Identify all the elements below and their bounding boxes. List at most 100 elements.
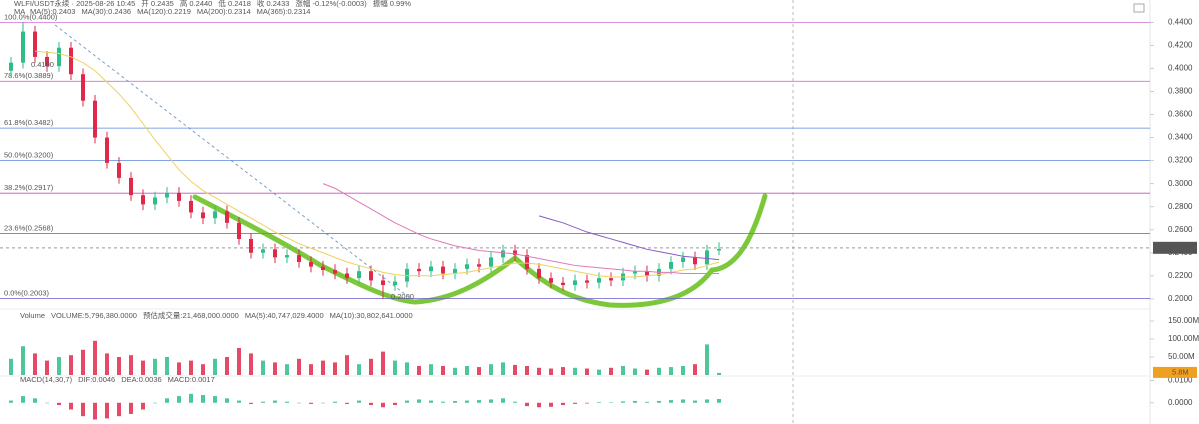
bar: [261, 401, 265, 403]
bar: [645, 401, 649, 403]
bar: [465, 400, 469, 403]
bar: [105, 402, 109, 419]
bar: [9, 400, 13, 403]
candle-body: [501, 250, 505, 258]
bar: [693, 364, 697, 375]
bar: [189, 360, 193, 375]
bar: [93, 402, 97, 420]
candle-body: [513, 250, 517, 256]
pane-stat: MA(5):40,747,029.4000: [245, 311, 324, 320]
volume-tag-label: 5.8M: [1172, 367, 1189, 376]
candle-body: [681, 257, 685, 262]
y-tick-label: 0.2000: [1168, 294, 1193, 303]
pane-stat: VOLUME:5,796,380.0000: [51, 311, 137, 320]
bar: [81, 349, 85, 375]
y-tick-label: 0.0100: [1168, 376, 1193, 385]
bar: [309, 402, 313, 404]
bar: [597, 402, 601, 403]
bar: [321, 402, 325, 404]
bar: [489, 364, 493, 375]
bar: [633, 401, 637, 403]
bar: [297, 358, 301, 375]
bar: [669, 367, 673, 375]
bar: [633, 368, 637, 375]
candle-body: [669, 261, 673, 269]
bar: [597, 369, 601, 375]
price-tag: [1153, 241, 1197, 254]
bar: [693, 400, 697, 403]
candle-body: [609, 278, 613, 281]
y-tick-label: 0.3800: [1168, 87, 1193, 96]
y-tick-label: 0.4000: [1168, 64, 1193, 73]
bar: [201, 394, 205, 403]
bar: [537, 367, 541, 375]
bar: [717, 372, 721, 375]
bar: [621, 401, 625, 403]
bar: [621, 366, 625, 375]
candle-body: [717, 248, 721, 251]
bar: [501, 398, 505, 403]
candle-body: [225, 211, 229, 223]
bar: [525, 366, 529, 375]
bar: [177, 396, 181, 403]
price-annotation: 0.2000: [391, 292, 414, 301]
candle-body: [705, 250, 709, 265]
bar: [57, 402, 61, 406]
bar: [249, 353, 253, 375]
y-tick-label: 0.2600: [1168, 225, 1193, 234]
bar: [465, 366, 469, 375]
bar: [645, 369, 649, 375]
candle-body: [141, 195, 145, 205]
fib-label: 78.6%(0.3889): [4, 71, 54, 80]
bar: [321, 360, 325, 375]
bar: [537, 402, 541, 408]
ma-line: [322, 183, 719, 275]
bar: [525, 402, 529, 407]
bar: [261, 360, 265, 375]
y-tick-label: 0.3400: [1168, 133, 1193, 142]
candle-body: [261, 249, 265, 253]
fib-label: 61.8%(0.3482): [4, 118, 54, 127]
pane-stat: MACD:0.0017: [168, 375, 215, 384]
bar: [285, 364, 289, 375]
candle-body: [585, 280, 589, 283]
bar: [681, 399, 685, 403]
candle-body: [249, 238, 253, 253]
candle-body: [357, 271, 361, 279]
y-axis: 0.4400 0.4200 0.4000 0.3800 0.3600 0.3400 0.32…: [1168, 17, 1199, 406]
candle-body: [489, 257, 493, 267]
ma-legend: MA(30):0.2436: [81, 7, 131, 16]
bar: [177, 362, 181, 375]
bar: [381, 402, 385, 408]
ma-line: [538, 215, 720, 261]
bar: [513, 401, 517, 403]
bar: [441, 366, 445, 375]
bar: [57, 357, 61, 375]
bar: [549, 402, 553, 407]
bar: [153, 358, 157, 375]
y-tick-label: 0.3200: [1168, 156, 1193, 165]
bar: [549, 368, 553, 375]
candle-body: [429, 266, 433, 272]
candle-body: [213, 211, 217, 219]
bar: [585, 368, 589, 375]
ma-title: MA: [14, 7, 25, 16]
bar: [489, 399, 493, 403]
bar: [93, 340, 97, 375]
y-tick-label: 0.2800: [1168, 202, 1193, 211]
bar: [381, 351, 385, 375]
bar: [369, 358, 373, 375]
candle-body: [129, 177, 133, 196]
candle-body: [549, 278, 553, 283]
bar: [453, 367, 457, 375]
candle-body: [333, 270, 337, 274]
bar: [717, 398, 721, 403]
y-tick-label: 100.00M: [1168, 334, 1199, 343]
bar: [369, 402, 373, 406]
candle-body: [33, 31, 37, 57]
fib-label: 100.0%(0.4400): [4, 12, 58, 21]
candle-body: [561, 282, 565, 286]
candle-body: [309, 261, 313, 267]
bar: [273, 400, 277, 403]
